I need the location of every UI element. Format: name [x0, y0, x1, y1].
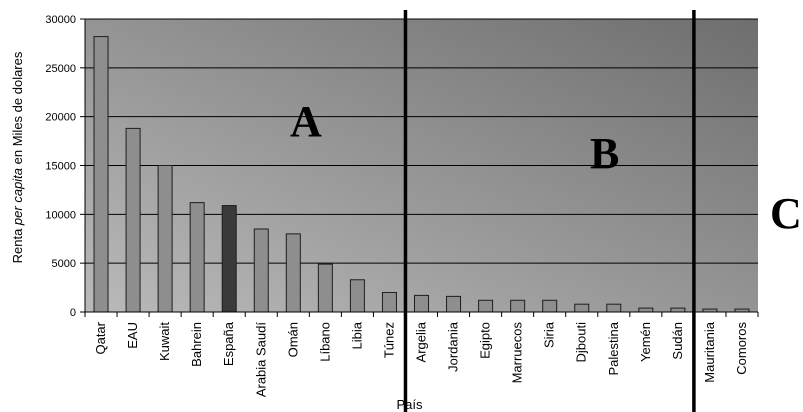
bars: [93, 36, 750, 313]
axes: [80, 18, 759, 317]
x-tick-label: Bahrein: [189, 322, 204, 367]
x-tick-label: Palestina: [606, 321, 621, 375]
x-tick-label: Yemén: [638, 322, 653, 362]
x-tick-label: Sudán: [670, 322, 685, 360]
bar: [414, 294, 429, 313]
y-tick-label: 20000: [45, 112, 76, 124]
bar: [670, 307, 686, 313]
bar: [446, 295, 462, 313]
y-tick-label: 5000: [52, 258, 76, 270]
y-axis-title: Renta per capita en Miles de dolares: [10, 51, 25, 263]
y-tick-label: 25000: [45, 63, 76, 75]
x-tick-label: Omán: [285, 322, 300, 357]
x-tick-label: Líbano: [317, 322, 332, 362]
bar: [93, 36, 109, 313]
bar: [285, 233, 301, 313]
bar: [221, 205, 237, 313]
x-tick-labels: Qatar EAU Kuwait Bahrein España Arabia Saudí O…: [93, 321, 749, 397]
y-tick-label: 10000: [45, 209, 76, 221]
bar: [381, 291, 397, 313]
bar: [542, 299, 558, 313]
x-tick-label: Marruecos: [510, 322, 525, 384]
x-tick-label: Comoros: [734, 322, 749, 375]
bar: [510, 299, 526, 313]
zone-label: C: [770, 189, 802, 238]
x-tick-label: Djbouti: [574, 322, 589, 363]
y-axis-title-italic: per capita: [10, 168, 25, 226]
zone-dividers: [403, 10, 696, 412]
zone-label: B: [590, 129, 619, 178]
bar: [606, 303, 622, 313]
x-tick-label: Libia: [349, 321, 364, 349]
bar: [317, 263, 333, 313]
bar: [574, 303, 590, 313]
bar: [478, 299, 494, 313]
x-tick-label: Argelia: [414, 321, 429, 362]
x-tick-label: Túnez: [381, 322, 396, 358]
y-tick-label: 15000: [45, 161, 76, 173]
x-tick-label: Kuwait: [157, 322, 172, 361]
y-axis-title-part: en Miles de dolares: [10, 51, 25, 168]
x-tick-label: EAU: [125, 322, 140, 349]
zone-label: A: [290, 97, 322, 146]
x-tick-label: Siria: [542, 321, 557, 348]
bar: [189, 202, 205, 313]
y-axis-title-part: Renta: [10, 225, 25, 263]
bar: [157, 165, 173, 313]
y-tick-label: 0: [70, 307, 76, 319]
x-tick-label: Mauritania: [702, 321, 717, 382]
y-tick-label: 30000: [45, 14, 76, 26]
x-tick-label: España: [221, 321, 236, 366]
x-tick-label: Arabia Saudí: [253, 322, 268, 398]
bar: [125, 127, 141, 313]
bar: [253, 228, 269, 313]
y-tick-labels: 0 5000 10000 15000 20000 25000 30000: [45, 14, 76, 319]
bar: [638, 307, 654, 313]
x-tick-label: Egipto: [478, 322, 493, 359]
zone-labels: A B C: [290, 97, 802, 238]
x-axis-title: País: [396, 397, 423, 412]
x-tick-label: Qatar: [93, 321, 108, 354]
bar: [349, 279, 365, 313]
x-tick-label: Jordania: [446, 321, 461, 372]
